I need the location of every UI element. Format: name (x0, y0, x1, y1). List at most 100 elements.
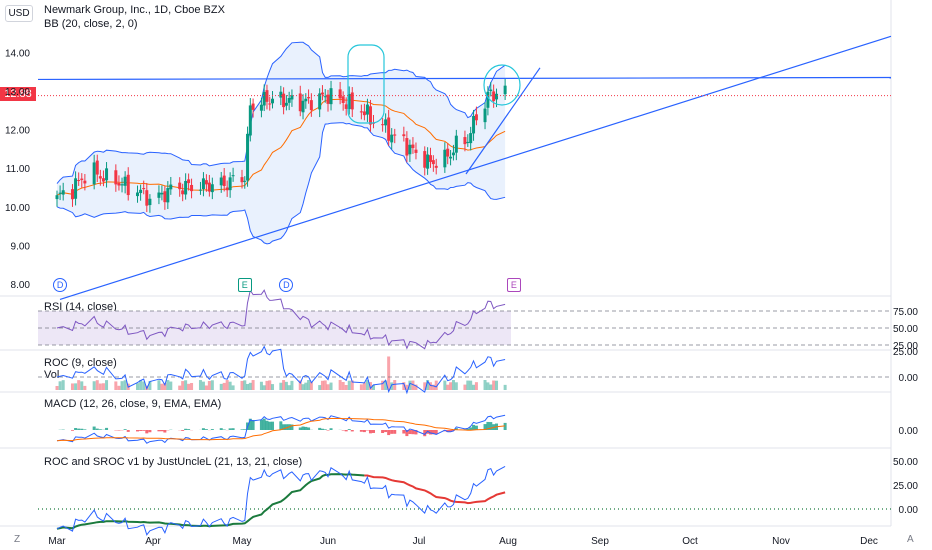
macd-bar-3 (70, 430, 74, 431)
symbol-title[interactable]: Newmark Group, Inc., 1D, Cboe BZX (44, 4, 225, 16)
candle-body-63 (318, 93, 322, 110)
candle-body-4 (74, 178, 78, 199)
volume-bar-30 (184, 380, 188, 390)
macd-bar-104 (486, 421, 490, 430)
volume-bar-96 (451, 380, 455, 390)
event-badge-dividend[interactable]: D (279, 278, 294, 292)
macd-bar-31 (187, 429, 191, 430)
indicator-tick-3-2: 50.00 (893, 457, 918, 468)
candle-body-96 (451, 152, 455, 156)
macd-bar-50 (265, 420, 269, 430)
volume-bar-24 (160, 383, 164, 390)
vol-legend[interactable]: Vol (44, 369, 60, 381)
macd-bar-86 (411, 430, 415, 435)
macd-bar-9 (95, 428, 99, 430)
macd-bar-8 (92, 426, 96, 430)
macd-bar-59 (301, 426, 305, 430)
macd-bar-84 (405, 430, 409, 437)
candle-body-17 (126, 174, 130, 196)
macd-bar-82 (393, 430, 397, 434)
volume-bar-78 (381, 380, 385, 390)
volume-bar-76 (368, 382, 372, 390)
volume-bar-19 (139, 380, 143, 390)
volume-bar-28 (178, 385, 182, 390)
candle-body-14 (117, 183, 121, 186)
volume-bar-27 (169, 381, 173, 390)
candle-body-53 (279, 91, 283, 98)
macd-bar-90 (428, 430, 432, 435)
macd-bar-38 (219, 428, 223, 430)
macd-legend[interactable]: MACD (12, 26, close, 9, EMA, EMA) (44, 398, 222, 410)
event-badge-earnings_upcoming[interactable]: E (506, 278, 521, 292)
macd-bar-99 (466, 428, 470, 430)
macd-bar-35 (204, 429, 208, 430)
price-tick-2: 10.00 (5, 203, 30, 214)
volume-bar-75 (365, 380, 369, 390)
roc-legend[interactable]: ROC (9, close) (44, 357, 117, 369)
volume-bar-70 (344, 384, 348, 390)
macd-bar-49 (262, 418, 266, 430)
volume-bar-33 (198, 380, 202, 390)
volume-bar-102 (474, 382, 478, 390)
volume-bar-94 (446, 384, 450, 390)
candle-body-2 (61, 190, 65, 195)
bb-legend[interactable]: BB (20, close, 2, 0) (44, 18, 138, 30)
candle-body-51 (268, 103, 272, 105)
volume-bar-13 (114, 381, 118, 390)
volume-bar-26 (166, 380, 170, 390)
candle-body-23 (157, 192, 161, 198)
volume-bar-58 (298, 380, 302, 390)
macd-bar-41 (228, 428, 232, 430)
candle-body-21 (145, 190, 149, 206)
macd-bar-46 (248, 418, 252, 430)
candle-body-25 (163, 191, 167, 203)
macd-bar-97 (454, 428, 458, 430)
candle-body-0 (55, 195, 59, 200)
price-tick-6: 14.00 (5, 48, 30, 59)
volume-bar-25 (163, 383, 167, 390)
candle-body-37 (210, 184, 214, 193)
last-price-tag: 12.88 (0, 87, 36, 101)
event-badge-earnings[interactable]: E (237, 278, 252, 292)
volume-bar-81 (390, 382, 394, 390)
candle-body-97 (454, 135, 458, 153)
volume-bar-36 (207, 381, 211, 390)
volume-bar-7 (83, 385, 87, 390)
volume-bar-49 (262, 385, 266, 390)
rsi-legend[interactable]: RSI (14, close) (44, 301, 117, 313)
time-tick-4: Jul (413, 536, 426, 547)
volume-bar-40 (225, 380, 229, 390)
volume-bar-0 (55, 386, 59, 390)
candle-body-67 (329, 88, 333, 105)
bollinger-lower (56, 122, 506, 245)
candle-body-79 (384, 119, 388, 126)
auto-scale-button[interactable]: A (907, 534, 914, 545)
timezone-button[interactable]: Z (14, 534, 21, 545)
macd-bar-87 (414, 430, 418, 435)
volume-bar-57 (290, 380, 294, 390)
macd-line (56, 414, 506, 444)
volume-bar-2 (61, 380, 65, 390)
volume-bar-106 (492, 380, 496, 390)
volume-bar-108 (503, 384, 507, 390)
price-tick-1: 9.00 (11, 241, 31, 252)
macd-histogram (58, 418, 507, 437)
macd-bar-7 (83, 429, 87, 430)
macd-bar-24 (160, 430, 164, 432)
macd-bar-64 (320, 428, 324, 430)
candle-body-20 (142, 188, 146, 190)
candle-body-57 (290, 95, 294, 100)
sroc-legend[interactable]: ROC and SROC v1 by JustUncleL (21, 13, 2… (44, 456, 303, 468)
candle-body-27 (169, 184, 173, 190)
event-badge-dividend[interactable]: D (53, 278, 68, 292)
candle-body-47 (251, 103, 255, 110)
volume-bar-47 (251, 380, 255, 390)
volume-bar-80 (387, 356, 391, 390)
currency-button[interactable]: USD (5, 5, 33, 22)
macd-bar-73 (359, 430, 363, 432)
volume-bar-71 (347, 380, 351, 390)
volume-bar-89 (426, 380, 430, 390)
volume-bar-65 (323, 380, 327, 390)
macd-bar-17 (126, 430, 130, 432)
